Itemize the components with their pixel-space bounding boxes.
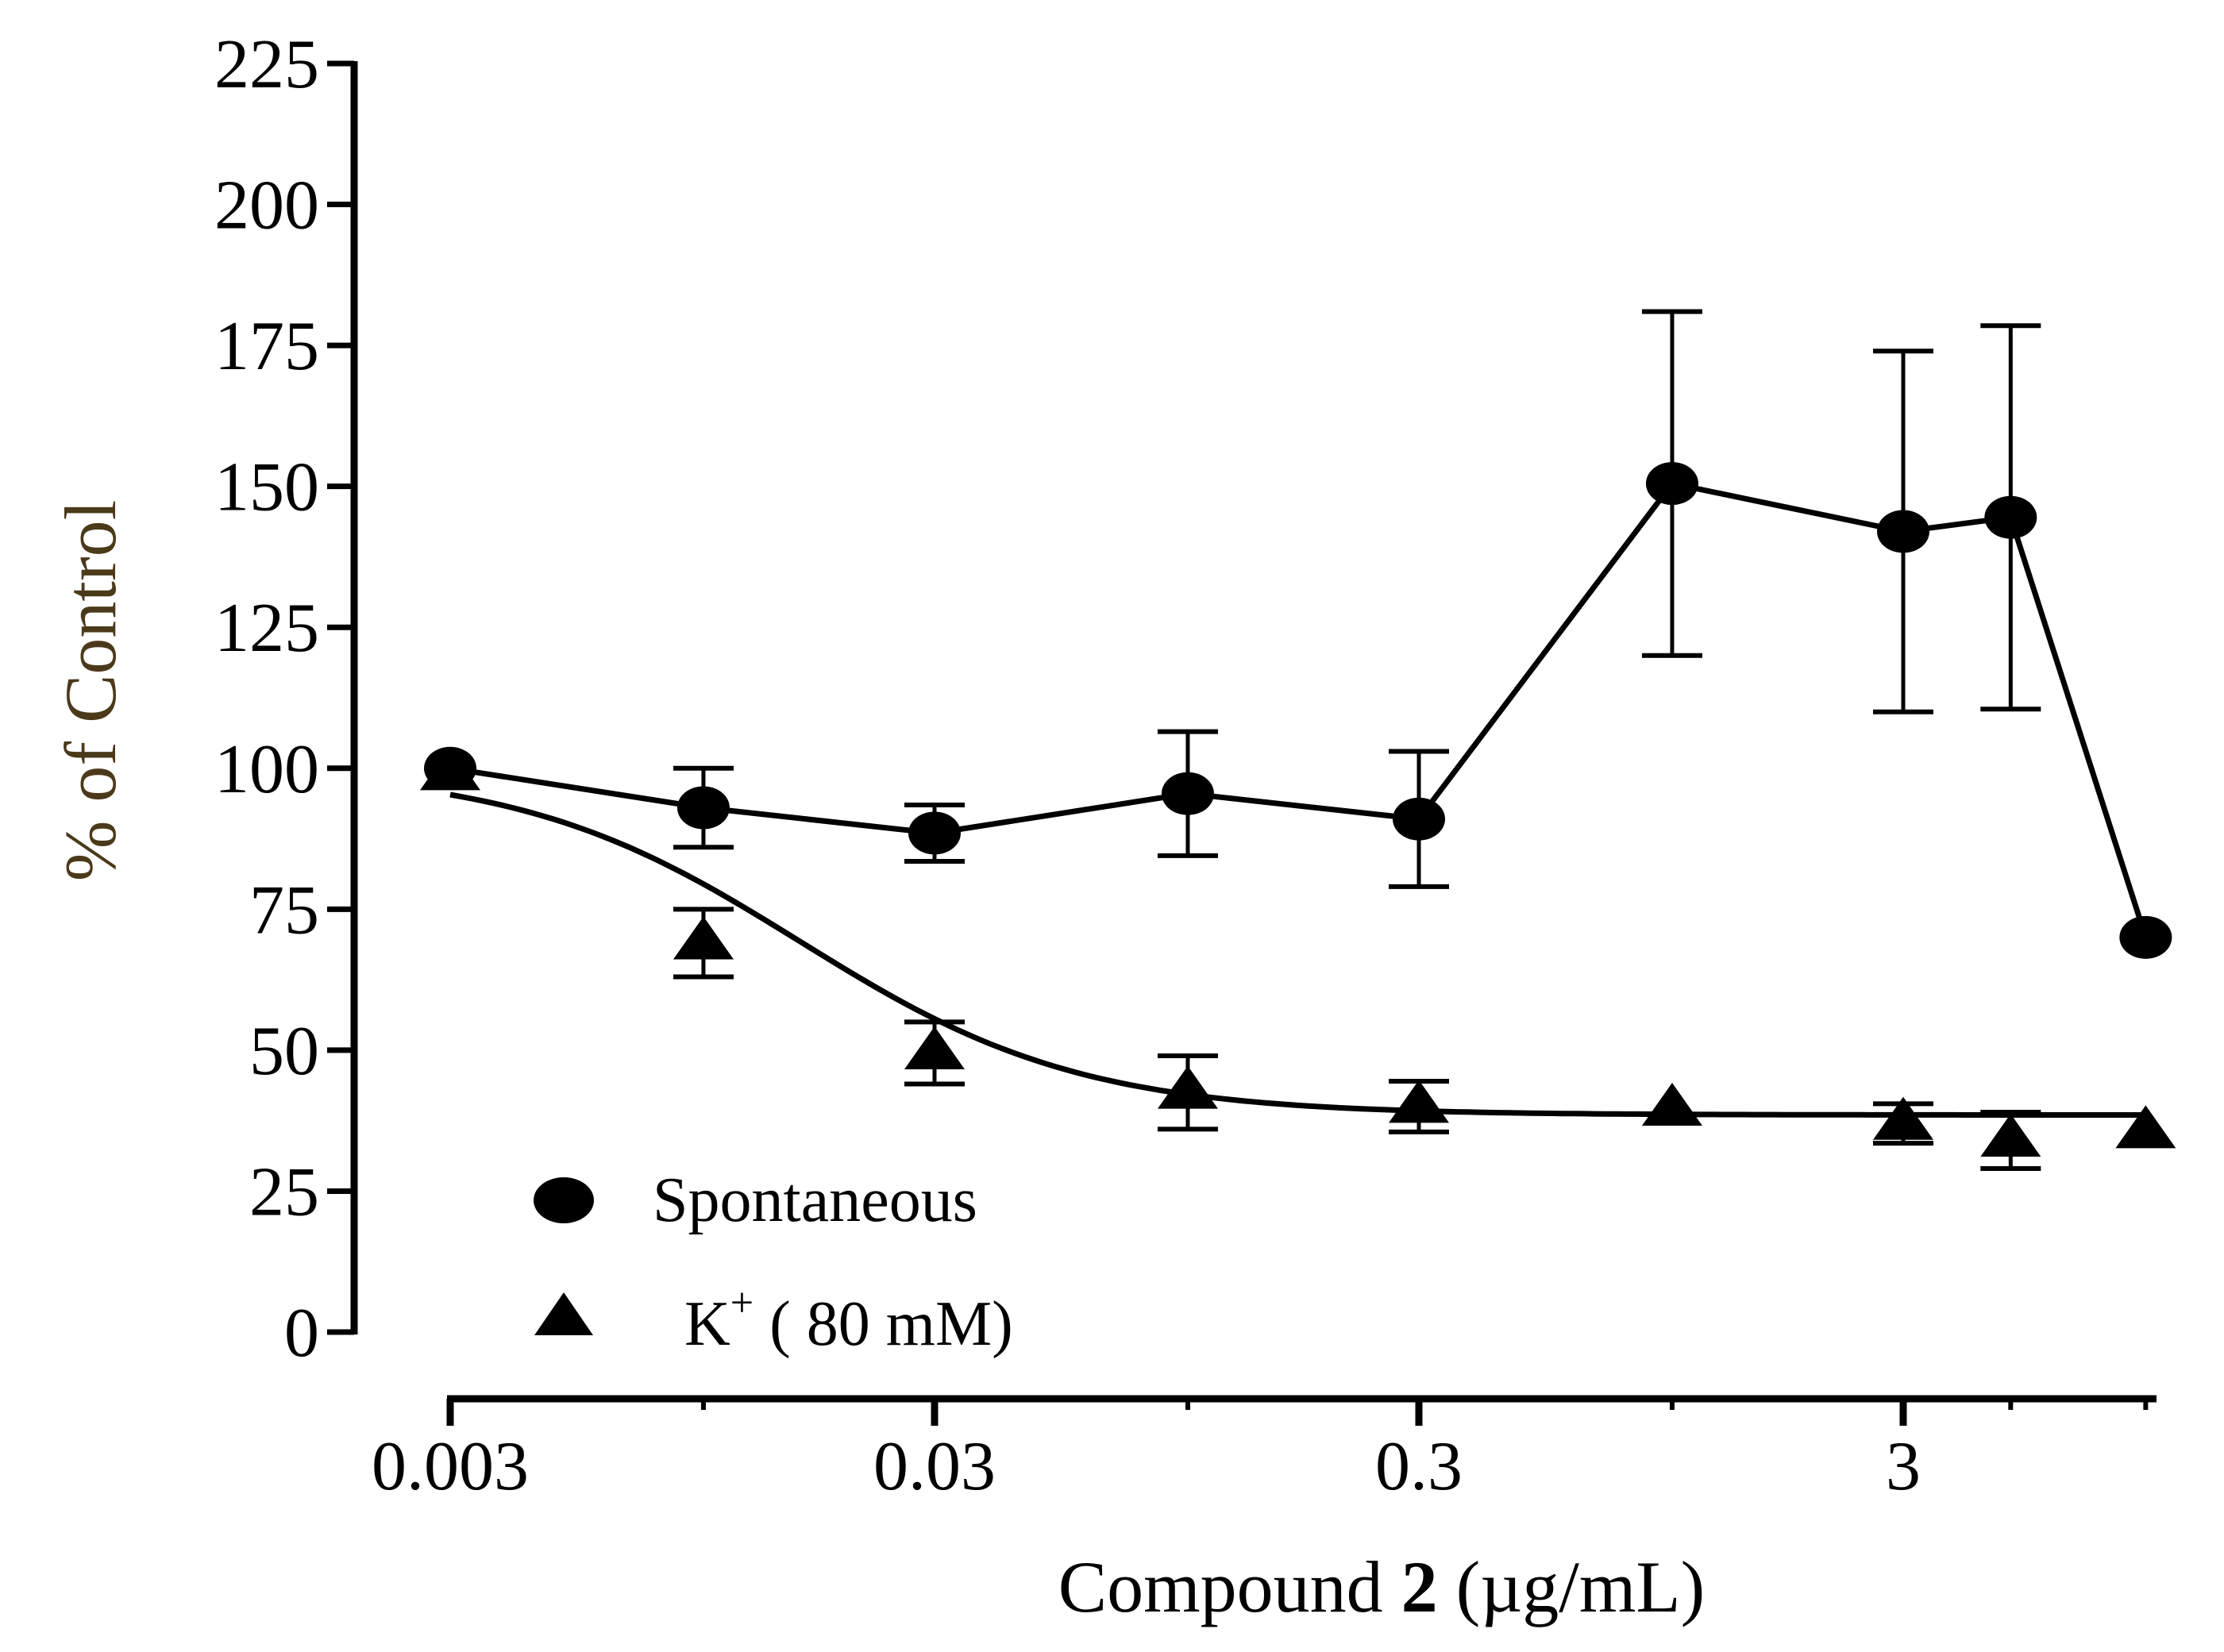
spontaneous-data-point xyxy=(1161,772,1214,815)
x-tick-label: 0.003 xyxy=(372,1428,529,1505)
legend-label-superscript: + xyxy=(730,1280,754,1326)
x-axis-title: Compound 2 (µg/mL) xyxy=(1058,1546,1706,1627)
x-axis-title-compound-number: 2 xyxy=(1401,1546,1438,1627)
spontaneous-data-point xyxy=(1877,510,1929,553)
legend-label-spontaneous: Spontaneous xyxy=(653,1165,977,1235)
k-plus-data-point xyxy=(1873,1096,1933,1140)
y-tick-label: 225 xyxy=(214,26,319,103)
series-spontaneous xyxy=(424,309,2172,959)
y-axis: 0 25 50 75 100 125 150 175 200 225 xyxy=(214,26,358,1372)
spontaneous-data-point xyxy=(1645,462,1698,506)
y-axis-title: % of Control xyxy=(50,500,131,881)
k-plus-data-point xyxy=(1641,1082,1702,1126)
spontaneous-data-point xyxy=(424,746,476,790)
legend-label-k: K xyxy=(684,1289,730,1359)
k-plus-fit-curve xyxy=(449,791,2146,1118)
x-tick-label: 0.3 xyxy=(1375,1428,1463,1505)
y-tick-label: 50 xyxy=(249,1013,319,1090)
legend-label-k-plus: K+ ( 80 mM) xyxy=(684,1280,1013,1359)
spontaneous-data-point xyxy=(2119,915,2172,959)
y-tick-label: 200 xyxy=(214,168,319,245)
k-plus-data-point xyxy=(1980,1114,2041,1157)
x-axis-title-unit: (µg/mL) xyxy=(1438,1546,1706,1627)
legend-triangle-marker xyxy=(534,1292,593,1335)
spontaneous-data-point xyxy=(1984,495,2037,539)
legend-entry-k-plus: K+ ( 80 mM) xyxy=(534,1280,1013,1359)
y-tick-label: 150 xyxy=(214,449,319,526)
x-tick-label: 0.03 xyxy=(873,1428,996,1505)
legend: Spontaneous K+ ( 80 mM) xyxy=(534,1165,1013,1359)
legend-entry-spontaneous: Spontaneous xyxy=(534,1165,977,1235)
k-plus-data-point xyxy=(2115,1105,2176,1149)
y-tick-label: 175 xyxy=(214,308,319,385)
x-axis-title-prefix: Compound xyxy=(1058,1546,1401,1627)
y-tick-label: 75 xyxy=(249,872,319,949)
y-tick-label: 125 xyxy=(214,590,319,667)
x-axis: 0.003 0.03 0.3 3 xyxy=(372,1395,2157,1505)
spontaneous-data-point xyxy=(908,811,961,855)
y-tick-label: 100 xyxy=(214,731,319,808)
k-plus-data-point xyxy=(1157,1065,1218,1109)
legend-circle-marker xyxy=(534,1177,594,1223)
k-plus-data-point xyxy=(673,916,734,960)
spontaneous-data-point xyxy=(676,786,730,830)
legend-label-concentration: ( 80 mM) xyxy=(754,1289,1013,1359)
spontaneous-data-point xyxy=(1393,797,1445,841)
y-tick-label: 25 xyxy=(249,1153,319,1230)
k-plus-data-point xyxy=(904,1026,965,1069)
y-tick-label: 0 xyxy=(284,1295,319,1372)
k-plus-data-point xyxy=(1389,1080,1449,1123)
x-tick-label: 3 xyxy=(1886,1428,1921,1505)
